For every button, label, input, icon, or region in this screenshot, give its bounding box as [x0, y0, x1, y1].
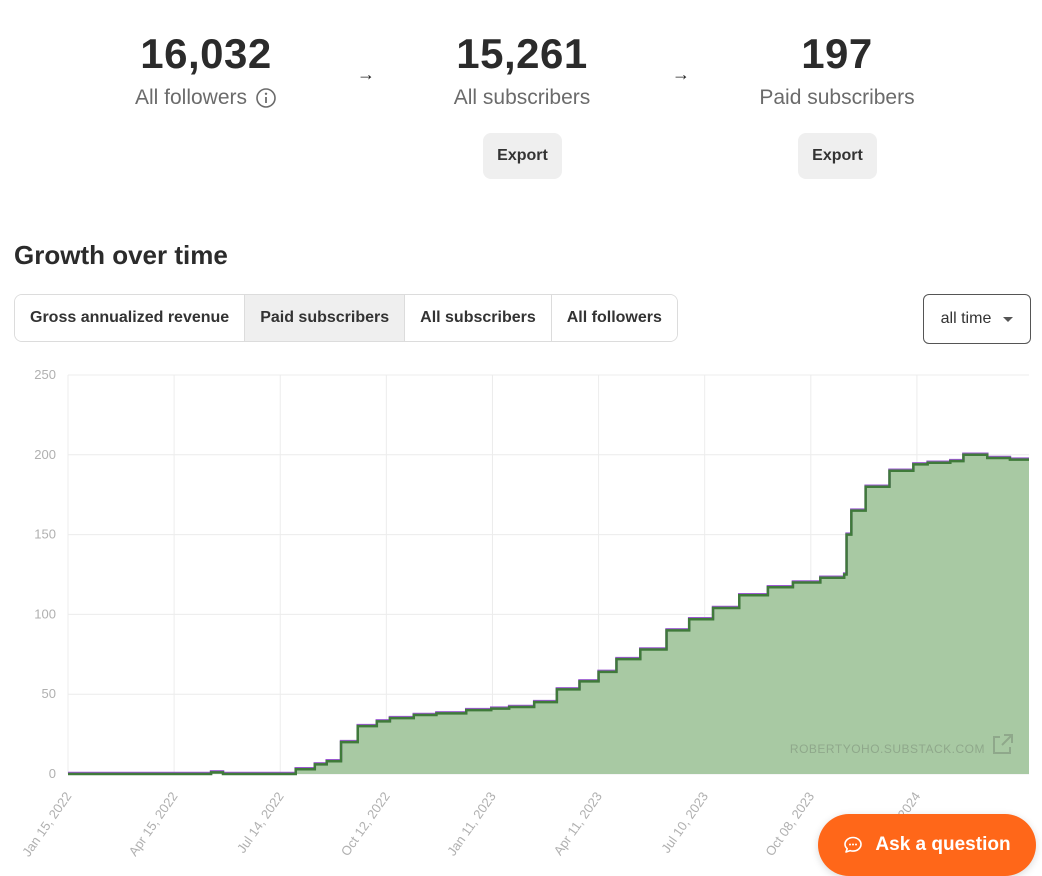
export-subscribers-button[interactable]: Export [483, 133, 562, 179]
stat-all-followers: 16,032 All followers [86, 28, 326, 110]
time-range-select[interactable]: all time [923, 294, 1031, 344]
y-tick-label: 100 [34, 606, 56, 621]
stat-value: 15,261 [456, 30, 588, 77]
info-icon[interactable] [255, 87, 277, 109]
metric-tabs: Gross annualized revenue Paid subscriber… [14, 294, 678, 342]
x-tick-label: Oct 08, 2023 [762, 789, 817, 859]
y-tick-label: 0 [49, 766, 56, 781]
x-tick-label: Jul 10, 2023 [658, 789, 711, 856]
caret-down-icon [1003, 316, 1014, 322]
x-tick-label: Apr 11, 2023 [551, 789, 605, 858]
y-tick-label: 150 [34, 527, 56, 542]
stat-paid-subscribers: 197 Paid subscribers [717, 28, 957, 110]
series-area [68, 454, 1029, 774]
arrow-right-icon: → [357, 64, 375, 84]
external-link-icon[interactable] [993, 734, 1013, 754]
stat-label: All followers [134, 86, 248, 109]
x-tick-label: Jul 14, 2022 [234, 789, 287, 856]
growth-chart: 0 50 100 150 200 250 Jan 15, 2022 Apr 15, 2022 J… [19, 367, 1029, 859]
export-paid-button[interactable]: Export [798, 133, 877, 179]
tab-paid-subscribers[interactable]: Paid subscribers [245, 295, 406, 341]
stat-label: Paid subscribers [759, 86, 915, 109]
stat-label-row: Paid subscribers [717, 86, 957, 110]
ask-question-label: Ask a question [875, 834, 1011, 855]
tab-gross-annualized-revenue[interactable]: Gross annualized revenue [15, 295, 246, 341]
tab-all-subscribers[interactable]: All subscribers [405, 295, 552, 341]
stat-value: 16,032 [140, 30, 272, 77]
x-tick-label: Apr 15, 2022 [126, 789, 181, 859]
chat-bubble-icon [844, 836, 863, 853]
section-title: Growth over time [14, 240, 228, 270]
x-tick-label: Oct 12, 2022 [338, 789, 393, 859]
stat-label-row: All followers [86, 86, 326, 110]
y-tick-label: 250 [34, 367, 56, 382]
watermark-text: ROBERTYOHO.SUBSTACK.COM [790, 742, 985, 756]
stat-all-subscribers: 15,261 All subscribers [402, 28, 642, 110]
series-line [68, 453, 1029, 776]
time-range-value: all time [940, 310, 992, 327]
y-tick-label: 50 [42, 686, 56, 701]
ask-question-button[interactable]: Ask a question [818, 814, 1036, 876]
y-tick-label: 200 [34, 447, 56, 462]
x-tick-label: Jan 11, 2023 [444, 789, 499, 858]
stat-label: All subscribers [453, 86, 591, 109]
stat-label-row: All subscribers [402, 86, 642, 110]
tab-all-followers[interactable]: All followers [551, 295, 677, 341]
stat-value: 197 [801, 30, 873, 77]
arrow-right-icon: → [672, 64, 690, 84]
x-tick-label: Jan 15, 2022 [19, 789, 74, 859]
